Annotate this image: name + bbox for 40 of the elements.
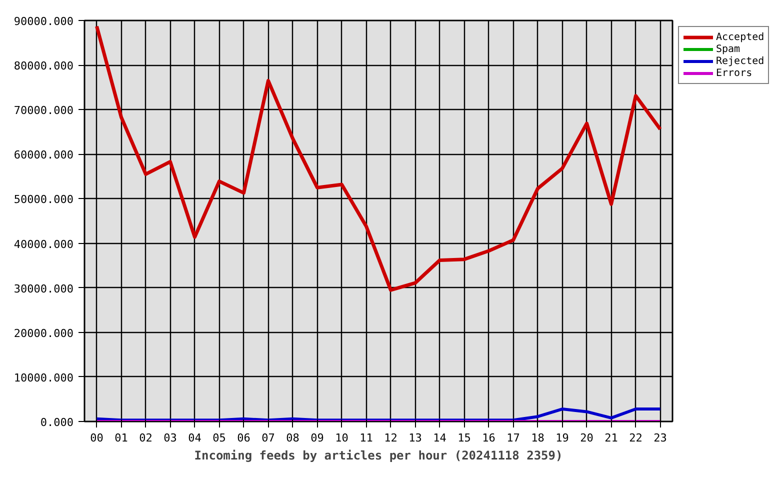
legend-label: Errors: [716, 67, 752, 79]
x-tick-label: 22: [629, 432, 642, 444]
x-tick-label: 09: [310, 432, 324, 444]
y-tick-label: 60000.000: [14, 148, 74, 162]
y-tick-label: 80000.000: [14, 60, 74, 73]
x-tick-label: 01: [114, 432, 128, 444]
x-tick-label: 04: [188, 432, 202, 444]
x-tick-label: 11: [360, 432, 373, 444]
y-tick-label: 10000.000: [14, 371, 74, 384]
x-tick-label: 00: [90, 432, 104, 444]
y-tick-label: 0.000: [40, 416, 74, 429]
y-tick-label: 90000.000: [14, 15, 74, 28]
x-axis-title: Incoming feeds by articles per hour (20241118 2359): [194, 448, 563, 462]
y-tick-label: 50000.000: [14, 193, 74, 206]
x-tick-label: 06: [237, 432, 250, 444]
line-series: [95, 24, 662, 292]
x-tick-label: 17: [506, 432, 520, 444]
x-tick-label: 14: [433, 432, 447, 444]
y-tick-label: 40000.000: [14, 238, 74, 251]
x-tick-label: 02: [139, 432, 152, 444]
y-tick-label: 30000.000: [14, 282, 74, 296]
x-tick-label: 13: [408, 432, 422, 444]
legend-label: Rejected: [716, 55, 764, 67]
x-tick-label: 07: [262, 432, 275, 444]
x-tick-label: 20: [580, 432, 594, 444]
x-tick-label: 12: [384, 432, 398, 444]
legend-label: Spam: [716, 43, 740, 55]
x-tick-label: 03: [164, 432, 177, 444]
x-tick-label: 08: [286, 432, 300, 444]
x-tick-label: 18: [531, 432, 544, 444]
x-tick-label: 15: [458, 432, 471, 444]
x-tick-label: 10: [335, 432, 348, 444]
x-tick-label: 23: [654, 432, 667, 444]
x-tick-label: 19: [556, 432, 569, 444]
x-tick-label: 21: [604, 432, 618, 444]
y-tick-label: 70000.000: [14, 104, 74, 118]
x-tick-label: 16: [482, 432, 496, 444]
legend-label: Accepted: [716, 31, 764, 43]
y-tick-label: 20000.000: [14, 326, 74, 340]
x-tick-label: 05: [212, 432, 226, 444]
